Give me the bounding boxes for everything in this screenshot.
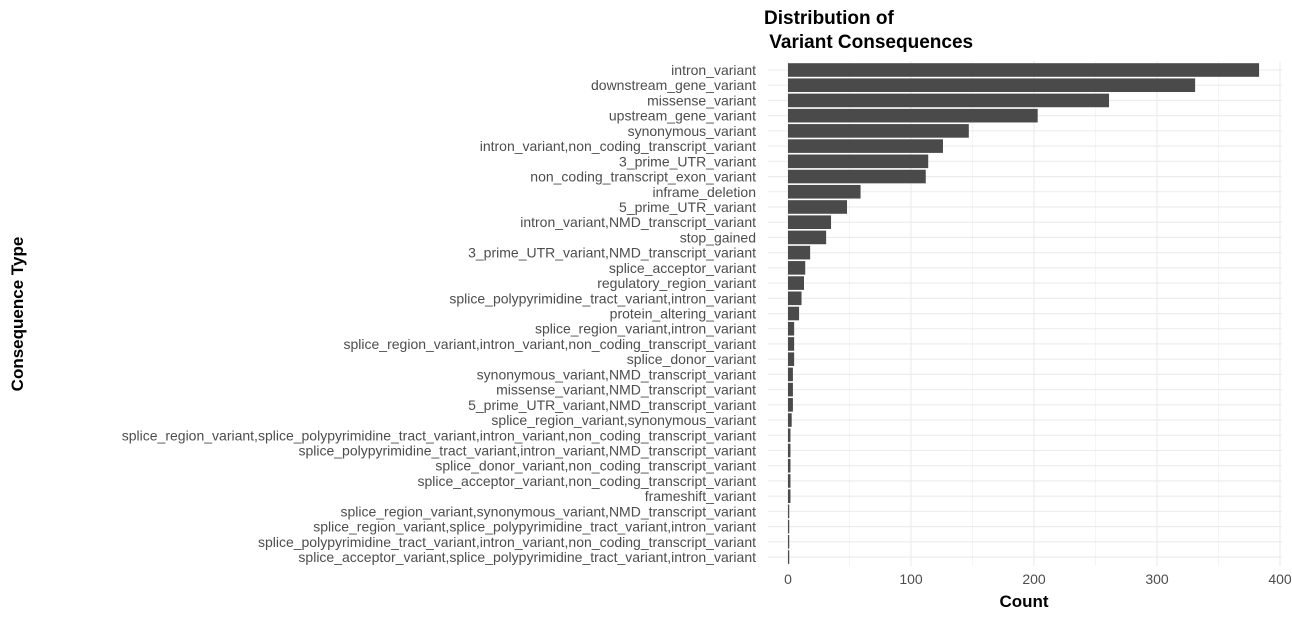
category-label: intron_variant,non_coding_transcript_var… [480, 138, 756, 154]
bar [788, 321, 795, 336]
category-label: regulatory_region_variant [597, 275, 756, 291]
x-tick-label: 200 [1022, 571, 1046, 587]
category-label: synonymous_variant,NMD_transcript_varian… [477, 366, 756, 382]
bar [788, 169, 926, 184]
category-label: inframe_deletion [652, 184, 756, 200]
bar [788, 63, 1260, 77]
bar [788, 184, 861, 199]
bar [788, 306, 800, 321]
bar [788, 93, 1110, 108]
bar [788, 504, 790, 519]
bar [788, 215, 832, 229]
bar [788, 443, 791, 458]
bar [788, 428, 791, 443]
category-label: downstream_gene_variant [591, 77, 756, 93]
bar [788, 535, 790, 549]
category-label: splice_polypyrimidine_tract_variant,intr… [449, 290, 756, 306]
category-label: frameshift_variant [645, 488, 756, 504]
category-label: splice_acceptor_variant,non_coding_trans… [417, 473, 756, 489]
category-label: stop_gained [680, 229, 756, 245]
category-label: splice_donor_variant,non_coding_transcri… [435, 458, 756, 474]
bar [788, 398, 793, 412]
bar [788, 200, 848, 214]
bar [788, 413, 792, 427]
category-label: splice_acceptor_variant [609, 260, 756, 276]
bar [788, 474, 791, 488]
category-label: splice_region_variant,intron_variant,non… [344, 336, 757, 352]
category-label: synonymous_variant [628, 123, 757, 139]
category-label: splice_acceptor_variant,splice_polypyrim… [298, 549, 756, 565]
bar [788, 139, 943, 153]
category-label: splice_donor_variant [627, 351, 756, 367]
x-axis-title: Count [999, 592, 1048, 611]
bar [788, 550, 790, 564]
bar [788, 352, 795, 366]
category-label: protein_altering_variant [610, 306, 756, 322]
category-label: splice_region_variant,intron_variant [535, 321, 756, 337]
bar [788, 230, 827, 245]
chart-title-line-1: Distribution of [764, 8, 894, 29]
category-label: splice_region_variant,synonymous_variant [491, 412, 756, 428]
bar [788, 519, 790, 534]
bar [788, 291, 802, 306]
bar [788, 261, 806, 275]
bar [788, 337, 795, 351]
category-label: 5_prime_UTR_variant,NMD_transcript_varia… [468, 397, 756, 413]
category-label: splice_region_variant,splice_polypyrimid… [122, 427, 756, 443]
chart-title-line-2: Variant Consequences [764, 32, 973, 53]
x-tick-label: 100 [899, 571, 923, 587]
x-tick-label: 300 [1145, 571, 1169, 587]
category-label: 3_prime_UTR_variant [619, 153, 756, 169]
x-tick-labels: 0 100 200 300 400 [784, 571, 1292, 587]
category-label: intron_variant [671, 62, 756, 78]
x-tick-label: 400 [1268, 571, 1292, 587]
bar [788, 245, 811, 260]
bars [788, 63, 1260, 564]
y-axis-title: Consequence Type [8, 237, 27, 392]
category-label: splice_region_variant,synonymous_variant… [340, 503, 756, 519]
category-label: splice_polypyrimidine_tract_variant,intr… [258, 534, 756, 550]
bar [788, 367, 793, 382]
category-label: missense_variant [647, 92, 756, 108]
bar [788, 124, 969, 138]
bar [788, 458, 791, 473]
x-tick-label: 0 [784, 571, 792, 587]
bar [788, 108, 1038, 123]
bar [788, 382, 793, 397]
category-label: non_coding_transcript_exon_variant [530, 169, 756, 185]
category-label: splice_region_variant,splice_polypyrimid… [313, 519, 756, 535]
bar [788, 154, 929, 169]
category-label: missense_variant,NMD_transcript_variant [496, 382, 756, 398]
category-labels: intron_variantdownstream_gene_variantmis… [122, 62, 756, 565]
category-label: splice_polypyrimidine_tract_variant,intr… [298, 443, 756, 459]
bar [788, 276, 804, 290]
bar [788, 489, 791, 503]
category-label: upstream_gene_variant [609, 108, 756, 124]
category-label: intron_variant,NMD_transcript_variant [520, 214, 756, 230]
bar [788, 78, 1196, 93]
category-label: 3_prime_UTR_variant,NMD_transcript_varia… [468, 245, 756, 261]
category-label: 5_prime_UTR_variant [619, 199, 756, 215]
